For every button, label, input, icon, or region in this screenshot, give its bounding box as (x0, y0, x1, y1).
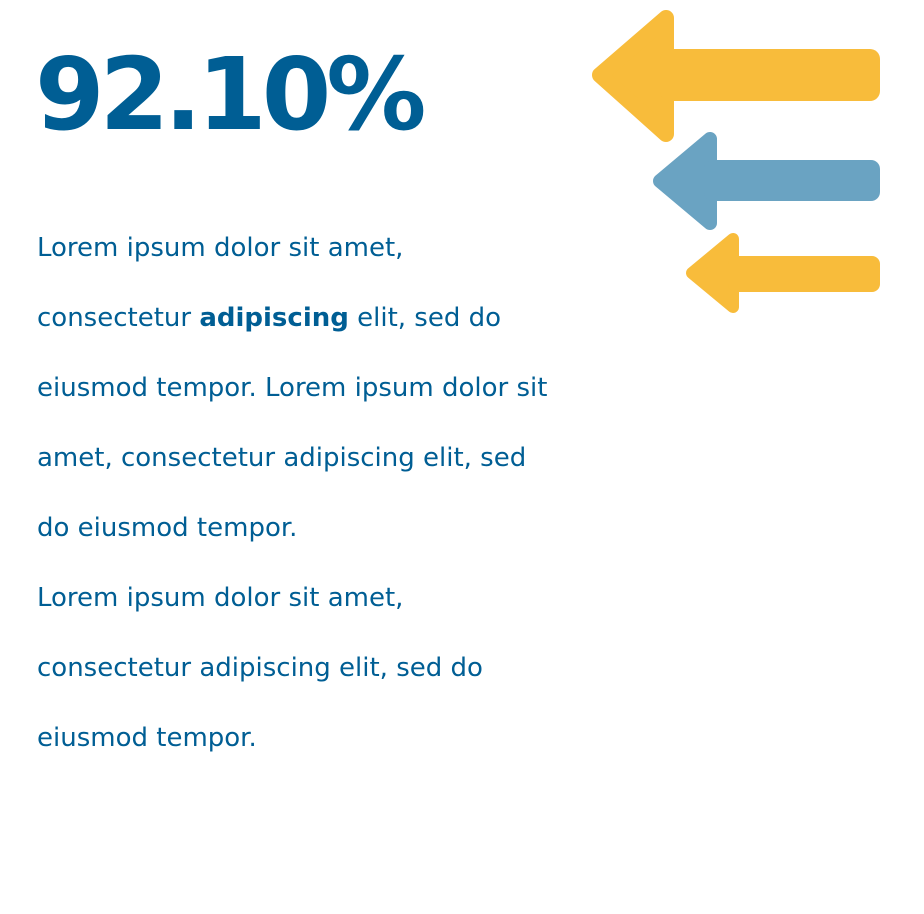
arrows-graphic (592, 10, 880, 313)
paragraph-1-emphasis: adipiscing (199, 303, 349, 333)
body-text: Lorem ipsum dolor sit amet, consectetur … (37, 213, 557, 773)
headline-percentage: 92.10% (35, 36, 427, 153)
paragraph-1: Lorem ipsum dolor sit amet, consectetur … (37, 213, 557, 563)
left-arrow-icon-small (686, 233, 880, 313)
paragraph-1-text-end: elit, sed do eiusmod tempor. Lorem ipsum… (37, 303, 548, 543)
paragraph-1-text-start: Lorem ipsum dolor sit amet, consectetur (37, 233, 404, 333)
left-arrow-icon-large (592, 10, 880, 142)
left-arrow-icon-medium (653, 132, 880, 230)
paragraph-2: Lorem ipsum dolor sit amet, consectetur … (37, 583, 483, 753)
